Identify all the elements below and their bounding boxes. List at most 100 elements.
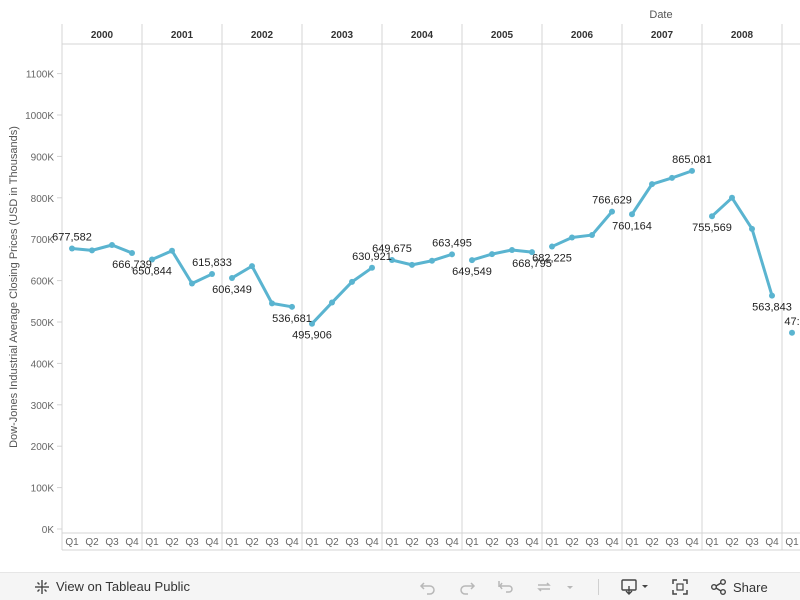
data-label: 755,569 [692,222,732,234]
year-header-2007: 2007 [651,30,674,41]
tableau-logo-icon [35,579,49,594]
data-point [529,249,535,256]
series-line-2007 [630,169,693,216]
x-tick-label: Q1 [65,537,79,548]
year-header-row: 2000 2001 2002 2003 2004 2005 2006 2007 2008 [62,24,800,45]
x-tick-label: Q1 [145,537,159,548]
x-tick-label: Q2 [565,537,579,548]
data-point [429,257,435,264]
x-tick-label: Q4 [605,537,619,548]
y-tick-label: 500K [31,318,55,329]
year-header-2005: 2005 [491,30,514,41]
data-point [569,234,575,241]
data-label: 536,681 [272,313,312,325]
refresh-menu-button[interactable] [565,578,575,596]
y-tick-label: 800K [31,194,55,205]
data-label: 663,495 [432,237,472,249]
data-label: 649,549 [452,266,492,278]
data-label: 563,843 [752,302,792,314]
data-label: 760,164 [612,220,652,232]
data-label: 666,739 [112,259,152,271]
x-tick-label: Q2 [165,537,179,548]
y-axis-title: Dow-Jones Industrial Average Closing Pri… [8,126,20,448]
fullscreen-button[interactable] [671,578,689,596]
data-point [709,213,715,220]
data-point [189,280,195,287]
x-tick-label: Q2 [245,537,259,548]
revert-icon [498,581,513,593]
data-point [89,247,95,254]
series-line-2002 [231,264,293,309]
data-label: 495,906 [292,330,332,342]
data-point [169,247,175,254]
data-label: 615,833 [192,257,232,269]
redo-button[interactable] [458,578,476,596]
x-tick-label: Q1 [385,537,399,548]
series-line-2006 [551,210,614,248]
series-lines [69,167,795,336]
data-point [609,208,615,215]
revert-button[interactable] [497,578,515,596]
y-tick-label: 700K [31,235,55,246]
data-point [469,257,475,264]
x-tick-label: Q2 [645,537,659,548]
data-label: 766,629 [592,195,632,207]
x-axis: Q1 Q2 Q3 Q4 Q1 Q2 Q3 Q4 Q1 Q2 Q3 Q4 Q1 Q2 Q3 Q4 Q1 Q2 Q3 Q4… [62,532,800,551]
download-button[interactable] [620,578,652,596]
data-point [129,249,135,256]
year-header-2000: 2000 [91,30,114,41]
data-point [449,251,455,258]
x-tick-label: Q3 [105,537,119,548]
data-point [329,299,335,306]
y-tick-label: 300K [31,401,55,412]
series-line-2008 [710,196,774,296]
data-point [549,243,555,250]
x-tick-label: Q3 [185,537,199,548]
refresh-button[interactable] [535,578,553,596]
data-point [649,181,655,188]
series-line-2000 [71,243,133,255]
data-label: 630,921 [352,251,392,263]
x-tick-label: Q4 [125,537,139,548]
y-axis: 0K 100K 200K 300K 400K 500K 600K 700K 800K 900K 10… [25,70,62,536]
x-tick-label: Q1 [785,537,799,548]
year-header-2006: 2006 [571,30,594,41]
year-header-2002: 2002 [251,30,274,41]
data-point [509,246,515,253]
x-tick-label: Q4 [205,537,219,548]
undo-icon [419,582,435,595]
x-tick-label: Q4 [765,537,779,548]
x-tick-label: Q1 [545,537,559,548]
y-tick-label: 1000K [25,111,54,122]
fullscreen-icon [672,579,688,595]
x-tick-label: Q4 [525,537,539,548]
chart-panes [61,24,783,550]
y-tick-label: 600K [31,277,55,288]
view-on-tableau-public-label: View on Tableau Public [56,579,190,594]
toolbar-divider [598,579,599,595]
x-tick-label: Q2 [725,537,739,548]
data-label: 47: [784,316,799,328]
y-tick-label: 1100K [26,70,55,81]
x-tick-label: Q1 [625,537,639,548]
download-icon [621,579,648,595]
undo-button[interactable] [419,578,437,596]
data-point [269,300,275,307]
x-tick-label: Q3 [425,537,439,548]
data-point [109,241,115,248]
x-tick-label: Q4 [285,537,299,548]
data-label: 649,675 [372,243,412,255]
data-point [589,232,595,239]
data-point [749,225,755,232]
series-line-2001 [151,249,213,285]
view-on-tableau-public-link[interactable]: View on Tableau Public [34,579,190,595]
x-tick-label: Q4 [685,537,699,548]
x-tick-label: Q2 [485,537,499,548]
data-point [149,256,155,263]
data-label: 865,081 [672,154,712,166]
share-label: Share [733,579,768,595]
year-header-2003: 2003 [331,30,354,41]
series-line-2003 [310,266,373,325]
share-button[interactable]: Share [710,578,768,596]
